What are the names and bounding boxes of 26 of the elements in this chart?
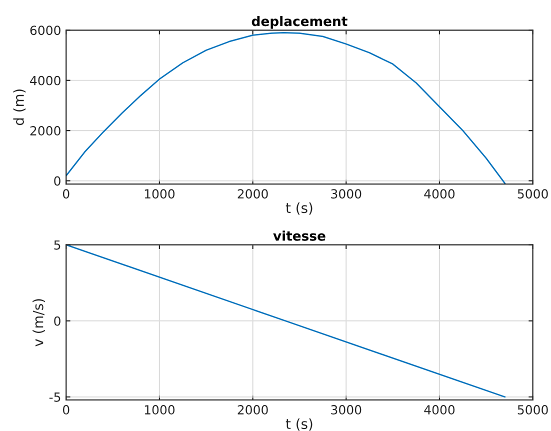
x-tick-label: 5000 (518, 189, 548, 199)
x-axis-title: t (s) (286, 202, 312, 215)
y-tick-label: 6000 (30, 26, 60, 36)
y-tick-label: 4000 (30, 76, 60, 86)
x-tick-label: 3000 (331, 405, 362, 415)
x-tick-label: 2000 (238, 405, 268, 415)
x-tick-label: 2000 (238, 189, 268, 199)
x-tick-label: 0 (62, 405, 70, 415)
y-tick-label: -5 (49, 392, 60, 402)
y-tick-label: 2000 (30, 126, 60, 136)
y-tick-label: 0 (54, 316, 60, 326)
line-series (66, 32, 506, 184)
y-axis-title: v (m/s) (32, 299, 45, 346)
chart-title: deplacement (252, 16, 348, 29)
x-tick-label: 1000 (144, 405, 175, 415)
x-tick-label: 1000 (144, 189, 175, 199)
x-tick-label: 3000 (331, 189, 362, 199)
x-tick-label: 5000 (518, 405, 548, 415)
y-axis-title: d (m) (13, 90, 26, 126)
chart-title: vitesse (273, 230, 326, 241)
x-axis-title: t (s) (286, 418, 312, 431)
x-tick-label: 4000 (424, 189, 455, 199)
x-tick-label: 4000 (424, 405, 455, 415)
y-tick-label: 5 (54, 240, 60, 250)
y-tick-label: 0 (54, 176, 60, 186)
x-tick-label: 0 (62, 189, 70, 199)
